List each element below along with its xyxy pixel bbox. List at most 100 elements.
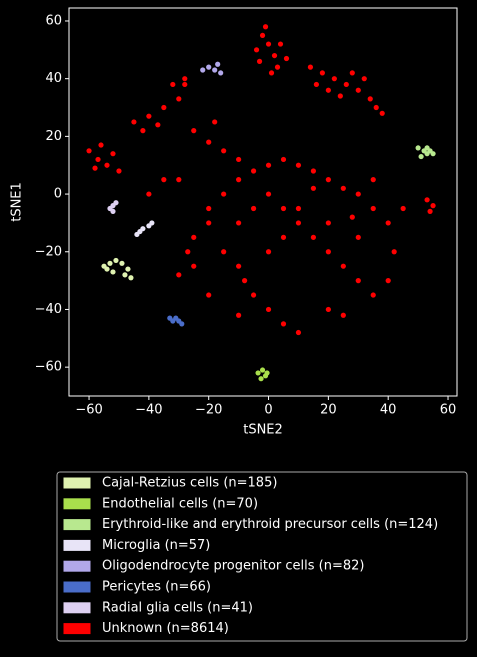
data-point bbox=[255, 370, 261, 376]
data-point bbox=[250, 292, 257, 298]
data-point bbox=[161, 177, 167, 183]
data-point bbox=[265, 249, 272, 255]
data-point bbox=[367, 96, 373, 102]
data-point bbox=[424, 197, 430, 203]
data-point bbox=[176, 177, 182, 183]
data-point bbox=[340, 185, 346, 191]
data-point bbox=[212, 67, 218, 73]
y-tick-label: 60 bbox=[45, 13, 62, 28]
data-point bbox=[349, 214, 355, 220]
data-point bbox=[271, 52, 278, 59]
data-point bbox=[110, 208, 116, 214]
data-point bbox=[379, 110, 385, 116]
data-point bbox=[191, 128, 197, 134]
data-point bbox=[250, 168, 257, 174]
data-point bbox=[206, 292, 212, 298]
data-point bbox=[370, 292, 376, 298]
data-point bbox=[385, 220, 391, 226]
data-point bbox=[295, 220, 302, 226]
data-point bbox=[400, 205, 406, 212]
axes-frame bbox=[68, 7, 458, 397]
plot-area bbox=[86, 24, 436, 382]
data-point bbox=[325, 220, 331, 226]
data-point bbox=[340, 312, 346, 318]
x-tick-label: 0 bbox=[264, 403, 272, 418]
data-point bbox=[325, 306, 331, 313]
data-point bbox=[259, 367, 266, 373]
data-point bbox=[131, 119, 137, 125]
data-point bbox=[264, 370, 270, 376]
data-point bbox=[355, 278, 361, 284]
data-point bbox=[221, 249, 227, 255]
data-point bbox=[424, 145, 430, 151]
data-point bbox=[191, 234, 197, 240]
data-point bbox=[349, 70, 355, 76]
legend-swatch bbox=[62, 518, 92, 532]
data-point bbox=[221, 148, 227, 154]
data-point bbox=[258, 376, 264, 382]
legend-label: Microglia (n=57) bbox=[102, 538, 210, 553]
y-tick-label: 40 bbox=[45, 71, 62, 86]
data-point bbox=[430, 203, 436, 209]
data-point bbox=[430, 151, 436, 157]
legend-label: Erythroid-like and erythroid precursor c… bbox=[102, 517, 438, 532]
data-point bbox=[206, 64, 212, 70]
data-point bbox=[307, 64, 314, 70]
data-point bbox=[295, 162, 302, 168]
data-point bbox=[325, 177, 331, 183]
data-point bbox=[191, 263, 197, 269]
data-point bbox=[337, 93, 343, 99]
data-point bbox=[325, 87, 331, 93]
data-point bbox=[236, 312, 242, 318]
data-point bbox=[259, 32, 266, 39]
x-tick-label: −40 bbox=[135, 403, 162, 418]
data-point bbox=[236, 177, 242, 183]
data-point bbox=[176, 272, 182, 278]
y-tick-label: −20 bbox=[35, 244, 62, 259]
data-point bbox=[221, 191, 227, 197]
data-point bbox=[110, 269, 116, 275]
data-point bbox=[310, 168, 317, 174]
data-point bbox=[253, 47, 260, 53]
y-tick-label: 0 bbox=[54, 187, 62, 202]
data-point bbox=[86, 148, 92, 154]
data-point bbox=[262, 24, 269, 30]
data-point bbox=[295, 329, 302, 336]
data-point bbox=[295, 205, 302, 212]
data-point bbox=[280, 205, 287, 212]
data-point bbox=[391, 249, 397, 255]
data-point bbox=[313, 81, 319, 88]
data-point bbox=[155, 122, 161, 128]
data-point bbox=[98, 142, 104, 148]
legend-label: Endothelial cells (n=70) bbox=[102, 496, 258, 511]
data-point bbox=[325, 249, 331, 255]
legend-label: Unknown (n=8614) bbox=[102, 621, 229, 636]
data-point bbox=[92, 165, 98, 171]
data-point bbox=[250, 205, 257, 212]
legend-swatch bbox=[62, 622, 92, 636]
data-point bbox=[319, 70, 325, 76]
data-point bbox=[206, 205, 212, 212]
data-point bbox=[95, 156, 101, 163]
data-point bbox=[122, 272, 128, 278]
data-point bbox=[280, 234, 287, 240]
data-point bbox=[212, 119, 218, 125]
legend-label: Oligodendrocyte progenitor cells (n=82) bbox=[102, 559, 364, 574]
data-point bbox=[256, 58, 263, 64]
data-point bbox=[265, 41, 272, 47]
data-point bbox=[146, 113, 152, 119]
x-tick-label: −20 bbox=[195, 403, 222, 418]
y-axis-label: tSNE1 bbox=[10, 182, 25, 222]
legend-swatch bbox=[62, 497, 92, 511]
data-point bbox=[268, 70, 275, 76]
data-point bbox=[104, 266, 110, 272]
x-axis-label: tSNE2 bbox=[243, 423, 283, 438]
data-point bbox=[343, 81, 349, 88]
data-point bbox=[283, 55, 290, 62]
data-point bbox=[170, 81, 176, 88]
data-point bbox=[415, 145, 421, 151]
data-point bbox=[418, 153, 424, 160]
data-point bbox=[361, 76, 367, 82]
x-tick-label: −60 bbox=[75, 403, 102, 418]
data-point bbox=[140, 128, 146, 134]
